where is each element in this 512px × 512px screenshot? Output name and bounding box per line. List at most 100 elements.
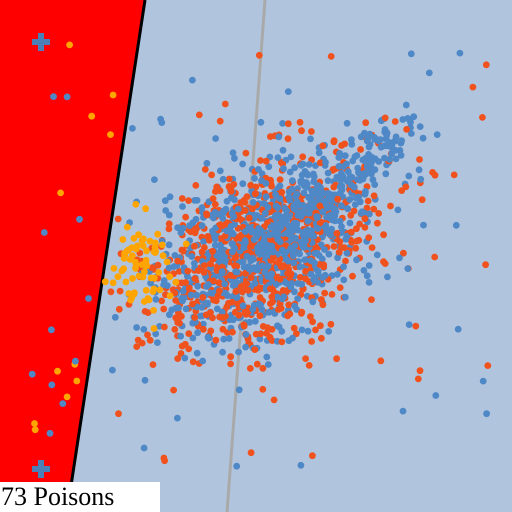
poison-point bbox=[101, 278, 109, 286]
clean-point-blue bbox=[296, 263, 304, 271]
clean-point-blue bbox=[133, 324, 141, 331]
clean-point-blue bbox=[304, 327, 312, 335]
clean-point-blue bbox=[313, 249, 321, 257]
clean-point-orange bbox=[267, 133, 274, 141]
clean-point-blue bbox=[219, 175, 227, 183]
clean-point-orange bbox=[299, 153, 307, 161]
clean-point-blue bbox=[415, 166, 423, 174]
clean-point-blue bbox=[141, 376, 149, 384]
clean-point-blue bbox=[177, 229, 185, 237]
poison-point bbox=[107, 131, 114, 139]
clean-point-orange bbox=[482, 261, 489, 269]
poison-point bbox=[134, 242, 141, 250]
clean-point-blue bbox=[273, 293, 281, 301]
clean-point-blue bbox=[285, 222, 293, 230]
clean-point-orange bbox=[370, 192, 378, 200]
clean-point-blue bbox=[360, 267, 368, 274]
clean-point-blue bbox=[287, 153, 295, 161]
clean-point-blue bbox=[452, 221, 460, 229]
clean-point-blue bbox=[309, 298, 317, 306]
clean-point-blue bbox=[291, 164, 299, 172]
clean-point-blue bbox=[425, 69, 433, 77]
clean-point-orange bbox=[195, 267, 202, 274]
clean-point-blue bbox=[279, 146, 287, 154]
clean-point-orange bbox=[482, 61, 490, 69]
clean-point-orange bbox=[338, 142, 345, 149]
clean-point-orange bbox=[133, 343, 141, 350]
clean-point-blue bbox=[256, 335, 264, 343]
clean-point-blue bbox=[303, 180, 311, 188]
poison-point bbox=[109, 91, 117, 99]
poison-point bbox=[57, 189, 64, 197]
clean-point-blue bbox=[274, 154, 282, 162]
clean-point-blue bbox=[233, 294, 241, 301]
clean-point-blue bbox=[235, 348, 243, 356]
clean-point-blue bbox=[50, 93, 57, 100]
clean-point-blue bbox=[286, 168, 294, 176]
clean-point-orange bbox=[208, 171, 216, 179]
poison-point bbox=[129, 275, 136, 282]
clean-point-blue bbox=[205, 281, 213, 288]
clean-point-orange bbox=[165, 220, 173, 228]
poison-count-text: 73 Poisons bbox=[1, 482, 115, 511]
clean-point-orange bbox=[298, 308, 306, 316]
clean-point-blue bbox=[307, 135, 314, 143]
clean-point-blue bbox=[365, 279, 373, 286]
clean-point-blue bbox=[311, 259, 318, 267]
clean-point-orange bbox=[225, 175, 233, 183]
poison-point bbox=[139, 273, 147, 281]
clean-point-orange bbox=[276, 275, 284, 283]
clean-point-blue bbox=[369, 176, 377, 184]
clean-point-blue bbox=[404, 265, 412, 272]
clean-point-blue bbox=[357, 133, 365, 141]
clean-point-blue bbox=[231, 154, 238, 162]
plus-icon bbox=[32, 460, 50, 478]
clean-point-orange bbox=[347, 228, 355, 236]
clean-point-orange bbox=[160, 305, 168, 313]
clean-point-blue bbox=[199, 357, 207, 365]
clean-point-blue bbox=[261, 268, 269, 276]
clean-point-blue bbox=[274, 236, 282, 243]
clean-point-blue bbox=[264, 262, 272, 270]
clean-point-blue bbox=[251, 174, 258, 182]
clean-point-blue bbox=[254, 266, 261, 274]
clean-point-orange bbox=[229, 328, 236, 336]
clean-point-orange bbox=[380, 231, 387, 239]
clean-point-orange bbox=[361, 215, 369, 223]
clean-point-orange bbox=[381, 114, 389, 122]
clean-point-blue bbox=[221, 280, 229, 288]
clean-point-blue bbox=[289, 177, 296, 185]
clean-point-orange bbox=[309, 318, 316, 326]
clean-point-blue bbox=[221, 258, 229, 265]
clean-point-blue bbox=[483, 410, 490, 418]
clean-point-orange bbox=[362, 119, 370, 127]
clean-point-blue bbox=[343, 249, 351, 257]
clean-point-orange bbox=[223, 303, 231, 311]
clean-point-orange bbox=[116, 287, 124, 295]
clean-point-blue bbox=[349, 157, 357, 165]
clean-point-blue bbox=[265, 308, 273, 316]
clean-point-blue bbox=[288, 234, 296, 242]
clean-point-blue bbox=[194, 329, 202, 337]
clean-point-blue bbox=[272, 202, 280, 210]
clean-point-blue bbox=[210, 214, 217, 222]
clean-point-blue bbox=[282, 255, 290, 263]
clean-point-orange bbox=[219, 314, 227, 321]
poison-point bbox=[132, 261, 140, 268]
clean-point-blue bbox=[396, 147, 404, 154]
clean-point-orange bbox=[361, 223, 369, 231]
poison-point bbox=[146, 237, 154, 245]
clean-point-blue bbox=[381, 154, 388, 162]
clean-point-blue bbox=[279, 120, 286, 127]
clean-point-blue bbox=[377, 143, 385, 151]
clean-point-orange bbox=[160, 454, 168, 462]
clean-point-blue bbox=[392, 155, 400, 163]
clean-point-blue bbox=[310, 276, 318, 284]
clean-point-orange bbox=[296, 274, 304, 281]
clean-point-blue bbox=[239, 258, 247, 266]
clean-point-orange bbox=[416, 156, 423, 163]
clean-point-orange bbox=[330, 137, 338, 145]
clean-point-blue bbox=[407, 50, 415, 58]
clean-point-blue bbox=[347, 173, 354, 181]
clean-point-orange bbox=[278, 188, 286, 196]
